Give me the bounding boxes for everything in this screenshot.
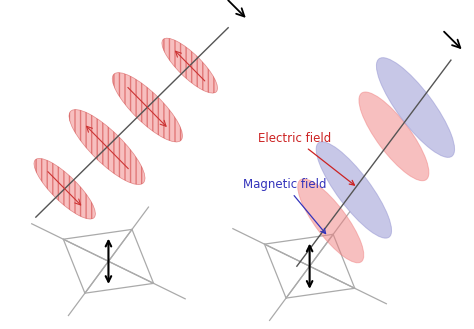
Text: Magnetic field: Magnetic field <box>243 178 327 234</box>
Ellipse shape <box>376 58 455 157</box>
Text: Electric field: Electric field <box>257 132 355 185</box>
Ellipse shape <box>69 110 145 185</box>
Ellipse shape <box>162 38 218 93</box>
Ellipse shape <box>359 92 429 181</box>
Ellipse shape <box>316 142 392 238</box>
Ellipse shape <box>34 159 95 219</box>
Ellipse shape <box>298 179 364 263</box>
Ellipse shape <box>112 73 182 142</box>
